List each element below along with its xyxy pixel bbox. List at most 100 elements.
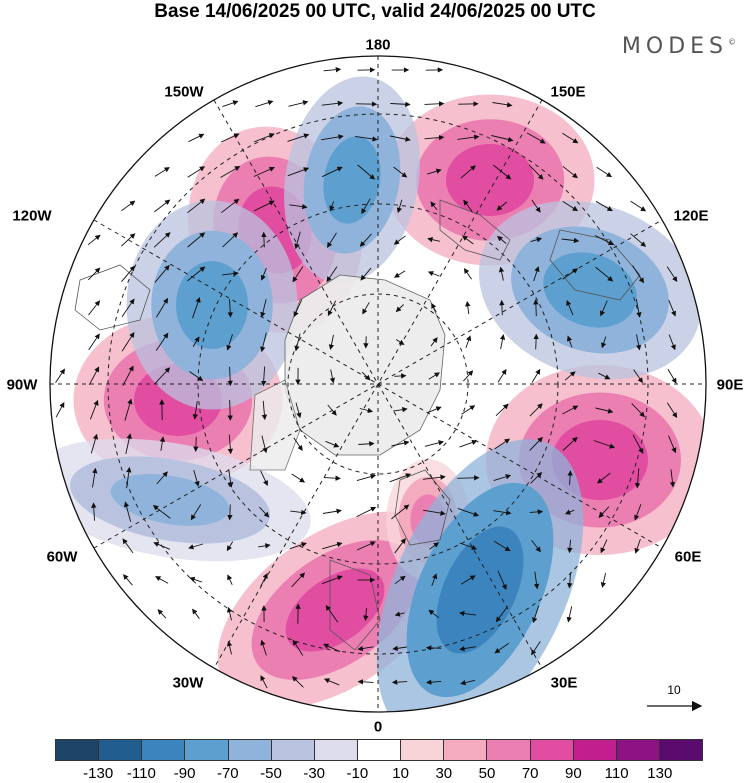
lon-label-30w: 30W (172, 674, 204, 692)
wind-vector-arrow (187, 266, 206, 282)
wind-vector-arrow (457, 475, 480, 481)
wind-vector-arrow (227, 299, 233, 318)
wind-vector-arrow (187, 198, 206, 214)
wind-vector-arrow (428, 609, 440, 619)
wind-vector-arrow (394, 373, 407, 379)
wind-vector-arrow (287, 133, 310, 142)
colorbar-tick-label: 10 (392, 765, 409, 782)
wind-vector-arrow (390, 101, 411, 107)
wind-vector-arrow (359, 233, 372, 247)
wind-vector-arrow (393, 406, 408, 413)
wind-vector-arrow (494, 642, 510, 654)
wind-vector-arrow (126, 466, 132, 489)
wind-vector-arrow (222, 100, 239, 108)
wind-vector-arrow (322, 541, 343, 550)
wind-vector-arrow (360, 267, 372, 281)
wind-vector-arrow (327, 404, 337, 416)
wind-vector-arrow (666, 266, 678, 283)
wind-vector-arrow (499, 334, 506, 350)
wind-vector-arrow (533, 333, 539, 350)
wind-vector-arrow (359, 407, 374, 414)
wind-vector-arrow (155, 332, 169, 351)
colorbar-tick-label: 50 (478, 765, 496, 782)
wind-vector-arrow (356, 506, 377, 518)
wind-vector-arrow (357, 679, 374, 685)
wind-vector-arrow (424, 440, 444, 447)
wind-vector-arrow (288, 100, 309, 107)
wind-vector-arrow (390, 135, 411, 142)
wind-vector-arrow (226, 541, 234, 552)
wind-vector-arrow (221, 133, 240, 143)
wind-vector-arrow (494, 438, 511, 450)
wind-vector-arrow (357, 645, 374, 652)
wind-vector-arrow (260, 267, 267, 281)
colorbar-swatch (443, 740, 487, 760)
wind-vector-arrow (497, 368, 507, 383)
colorbar-swatch (356, 740, 401, 760)
wind-vector-arrow (260, 366, 267, 387)
wind-vector-arrow (600, 300, 608, 317)
wind-vector-arrow (564, 509, 575, 515)
wind-vector-arrow (221, 198, 240, 214)
wind-vector-arrow (425, 645, 442, 651)
wind-vector-arrow (159, 436, 166, 451)
wind-vector-arrow (567, 572, 573, 589)
wind-vector-arrow (323, 66, 342, 73)
wind-vector-arrow (227, 504, 233, 521)
wind-vector-arrow (260, 299, 267, 318)
chart-title: Base 14/06/2025 00 UTC, valid 24/06/2025… (154, 1, 596, 22)
reference-vector-label: 10 (667, 683, 681, 697)
wind-vector-arrow (395, 339, 405, 345)
lon-label-150e: 150E (550, 83, 586, 101)
wind-vector-arrow (495, 403, 509, 417)
wind-vector-arrow (355, 135, 378, 142)
wind-vector-arrow (291, 676, 304, 688)
wind-vector-arrow (427, 237, 440, 243)
wind-vector-arrow (495, 606, 508, 623)
wind-vector-arrow (424, 101, 445, 107)
wind-vector-arrow (156, 297, 169, 318)
wind-vector-arrow (154, 367, 171, 385)
wind-vector-arrow (156, 471, 168, 485)
wind-vector-arrow (562, 268, 579, 280)
wind-vector-arrow (567, 470, 573, 485)
wind-vector-arrow (631, 403, 645, 418)
wind-vector-arrow (562, 201, 579, 212)
colorbar-swatch (313, 740, 357, 760)
wind-vector-arrow (567, 539, 573, 554)
wind-vector-arrow (87, 234, 101, 246)
wind-vector-arrow (566, 335, 573, 348)
negative-anomaly-contour (176, 261, 248, 349)
wind-vector-arrow (429, 542, 440, 550)
wind-vector-arrow (189, 371, 204, 382)
wind-vector-arrow (329, 201, 335, 212)
lon-label-60e: 60E (674, 548, 702, 566)
wind-vector-arrow (55, 368, 66, 383)
colorbar-tick-label: -50 (260, 765, 282, 782)
wind-vector-arrow (493, 474, 512, 482)
wind-vector-arrow (427, 168, 442, 175)
wind-vector-arrow (226, 640, 233, 655)
wind-vector-arrow (531, 540, 541, 553)
lon-label-150w: 150W (164, 83, 204, 101)
wind-vector-arrow (153, 541, 171, 550)
wind-vector-arrow (260, 675, 268, 689)
colorbar-tick-label: -30 (303, 765, 326, 782)
wind-vector-arrow (427, 271, 440, 277)
wind-vector-arrow (465, 301, 471, 315)
wind-vector-arrow (261, 231, 267, 248)
wind-vector-arrow (327, 300, 337, 317)
wind-vector-arrow (88, 300, 101, 316)
wind-vector-arrow (566, 606, 573, 623)
wind-vector-arrow (562, 405, 579, 415)
colorbar-swatch (98, 740, 142, 760)
wind-vector-arrow (121, 265, 136, 282)
wind-vector-arrow (362, 302, 370, 315)
wind-vector-arrow (88, 366, 100, 386)
wind-vector-arrow (253, 200, 275, 212)
colorbar-swatch (270, 740, 314, 760)
wind-vector-arrow (294, 231, 301, 250)
wind-vector-arrow (666, 402, 678, 419)
colorbar-tick-label: 110 (604, 765, 629, 782)
brand-mark: © (728, 37, 736, 47)
